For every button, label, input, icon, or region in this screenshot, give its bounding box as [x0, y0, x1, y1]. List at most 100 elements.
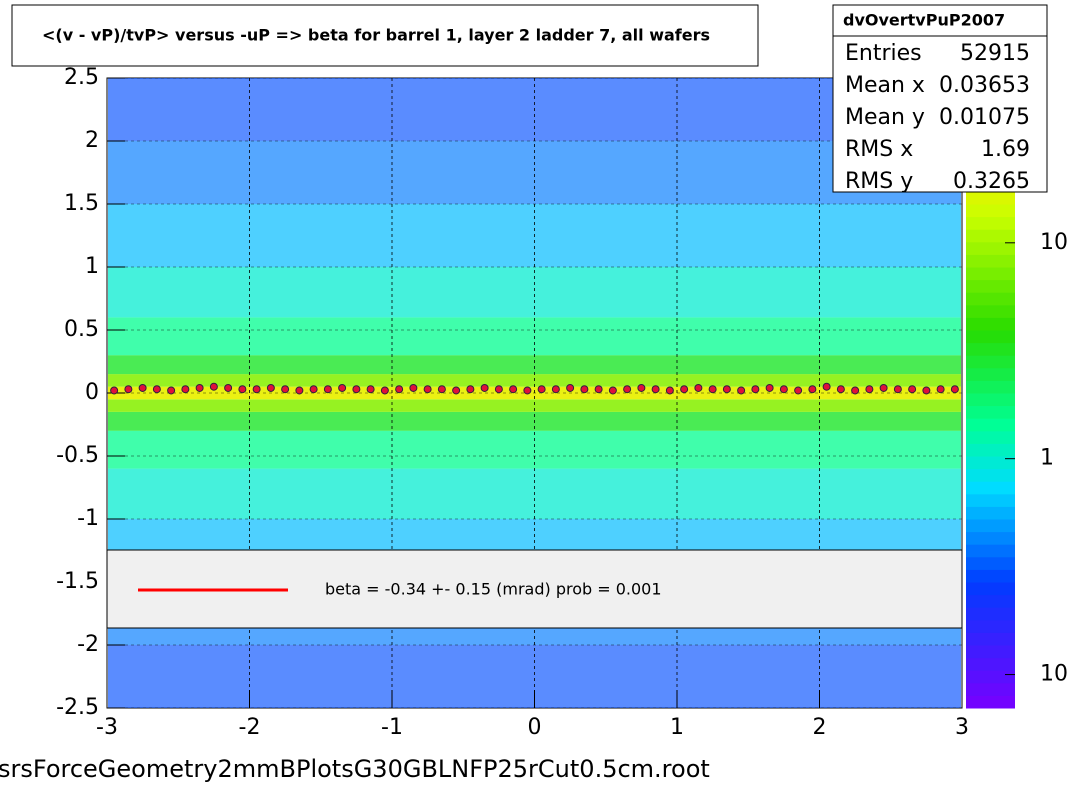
profile-point [651, 385, 660, 394]
legend-label: beta = -0.34 +- 0.15 (mrad) prob = 0.001 [325, 580, 662, 599]
x-tick-label: 3 [955, 715, 969, 740]
colorbar-cell [966, 544, 1015, 558]
colorbar-cell [966, 342, 1015, 356]
x-tick-label: 1 [670, 715, 684, 740]
x-tick-label: 2 [813, 715, 827, 740]
profile-point [637, 383, 646, 392]
stats-value: 0.03653 [939, 73, 1030, 98]
profile-point [665, 386, 674, 395]
colorbar-cell [966, 216, 1015, 230]
colorbar-cell [966, 279, 1015, 293]
y-tick-label: 2 [85, 128, 99, 153]
y-tick-label: 0.5 [64, 317, 99, 342]
colorbar-cell [966, 267, 1015, 281]
colorbar-cell [966, 493, 1015, 507]
profile-point [851, 386, 860, 395]
profile-point [209, 382, 218, 391]
colorbar-cell [966, 645, 1015, 659]
colorbar-cell [966, 619, 1015, 633]
stats-label: RMS x [845, 137, 913, 162]
profile-point [494, 385, 503, 394]
profile-point [694, 383, 703, 392]
profile-point [281, 385, 290, 394]
profile-point [623, 385, 632, 394]
profile-point [238, 385, 247, 394]
profile-point [266, 383, 275, 392]
stats-label: Mean y [845, 105, 925, 130]
heat-band [108, 355, 961, 375]
profile-point [452, 386, 461, 395]
colorbar-cell [966, 292, 1015, 306]
profile-point [352, 385, 361, 394]
colorbar-cell [966, 430, 1015, 444]
y-tick-label: 1.5 [64, 191, 99, 216]
profile-point [167, 386, 176, 395]
profile-point [395, 385, 404, 394]
colorbar-cell [966, 191, 1015, 205]
profile-point [323, 385, 332, 394]
profile-point [566, 383, 575, 392]
profile-point [936, 385, 945, 394]
colorbar-cell [966, 670, 1015, 684]
colorbar-cell [966, 317, 1015, 331]
colorbar-cell [966, 355, 1015, 369]
profile-point [480, 383, 489, 392]
profile-point [893, 385, 902, 394]
profile-point [722, 385, 731, 394]
stats-value: 0.01075 [939, 105, 1030, 130]
stats-label: RMS y [845, 169, 913, 194]
profile-point [580, 385, 589, 394]
profile-point [922, 386, 931, 395]
profile-point [865, 385, 874, 394]
heat-band [108, 267, 961, 318]
profile-point [765, 383, 774, 392]
profile-point [338, 383, 347, 392]
heat-band [108, 399, 961, 412]
x-tick-label: 0 [528, 715, 542, 740]
z-tick-label: 10 [1040, 662, 1068, 687]
x-tick-label: -2 [239, 715, 261, 740]
profile-point [779, 385, 788, 394]
colorbar-cell [966, 405, 1015, 419]
colorbar-cell [966, 229, 1015, 243]
z-tick-label: 10 [1040, 230, 1068, 255]
y-tick-label: -0.5 [56, 443, 99, 468]
colorbar-cell [966, 695, 1015, 709]
profile-point [437, 385, 446, 394]
colorbar-cell [966, 468, 1015, 482]
profile-point [423, 385, 432, 394]
colorbar-cell [966, 241, 1015, 255]
profile-point [181, 385, 190, 394]
stats-value: 0.3265 [953, 169, 1030, 194]
profile-point [551, 385, 560, 394]
profile-point [879, 383, 888, 392]
colorbar-cell [966, 204, 1015, 218]
profile-point [252, 385, 261, 394]
colorbar-cell [966, 330, 1015, 344]
profile-point [309, 385, 318, 394]
colorbar-cell [966, 594, 1015, 608]
profile-point [794, 386, 803, 395]
profile-point [594, 385, 603, 394]
profile-point [195, 383, 204, 392]
y-tick-label: 2.5 [64, 65, 99, 90]
colorbar-cell [966, 506, 1015, 520]
colorbar-cell [966, 556, 1015, 570]
profile-point [836, 385, 845, 394]
stats-value: 52915 [960, 41, 1030, 66]
profile-point [466, 385, 475, 394]
colorbar-cell [966, 418, 1015, 432]
colorbar-cell [966, 657, 1015, 671]
colorbar-cell [966, 682, 1015, 696]
colorbar-cell [966, 393, 1015, 407]
colorbar-cell [966, 304, 1015, 318]
stats-box [832, 4, 1048, 193]
profile-point [295, 386, 304, 395]
y-tick-label: 0 [85, 380, 99, 405]
chart-title: <(v - vP)/tvP> versus -uP => beta for ba… [42, 26, 710, 45]
profile-point [224, 383, 233, 392]
title-box [11, 4, 759, 67]
y-tick-label: 1 [85, 254, 99, 279]
